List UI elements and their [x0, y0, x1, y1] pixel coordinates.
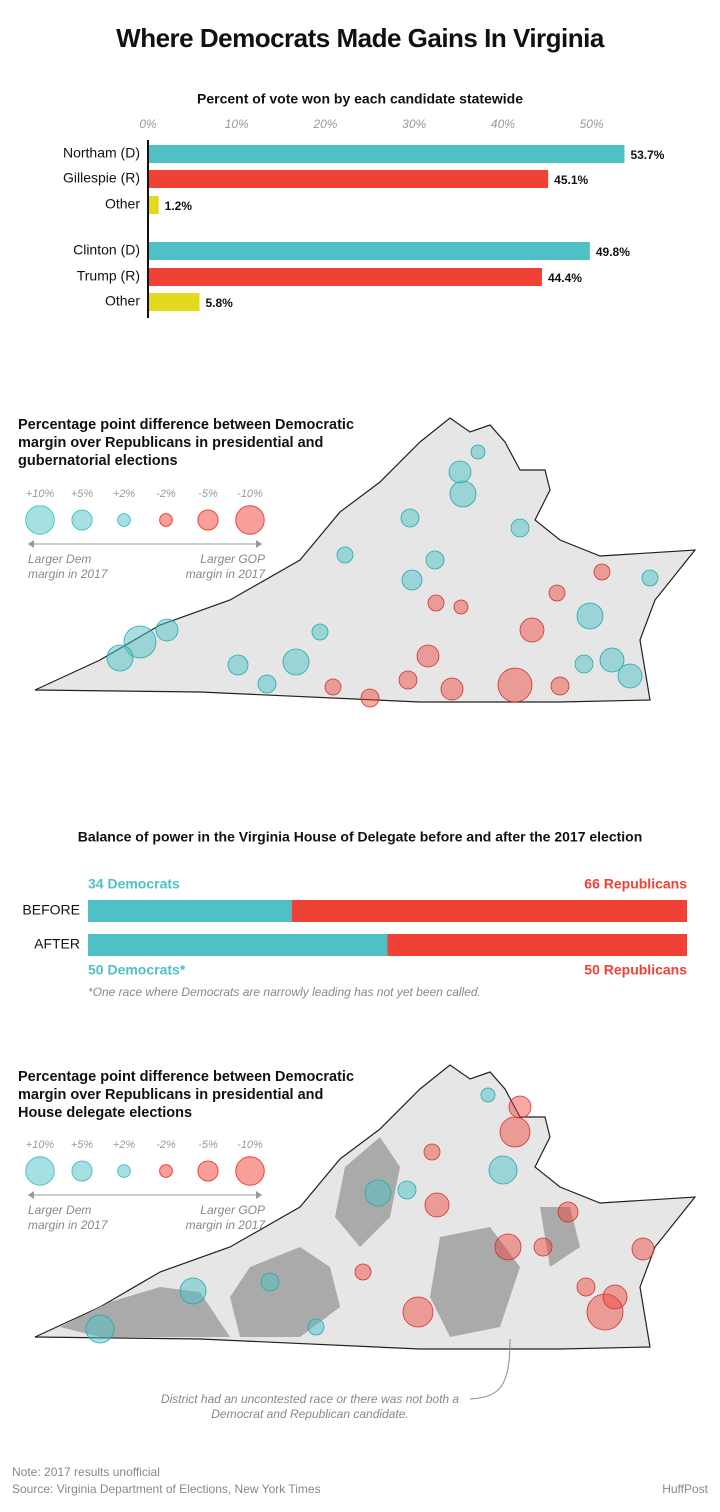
map-title: Percentage point difference between Demo…: [18, 417, 355, 469]
legend-bubble: [71, 509, 93, 531]
bar-segment: [387, 934, 687, 956]
x-tick-label: 20%: [312, 117, 337, 131]
category-label: Clinton (D): [73, 242, 140, 258]
legend-bubble: [197, 509, 219, 531]
bar: [148, 242, 590, 260]
x-tick-label: 30%: [402, 117, 426, 131]
legend-bubble: [197, 1160, 219, 1182]
legend-bubble: [235, 1156, 265, 1186]
legend-label: -2%: [156, 488, 176, 500]
map-bubbles: [85, 1087, 518, 1344]
bar: [148, 196, 159, 214]
legend-label: +2%: [113, 488, 136, 500]
legend-bubble: [71, 1160, 93, 1182]
legend-bubble: [117, 1164, 131, 1178]
legend-label: -10%: [237, 1139, 263, 1151]
legend-label: -5%: [198, 488, 218, 500]
x-tick-label: 10%: [225, 117, 249, 131]
map-bubbles: [106, 444, 659, 694]
chart-title: Balance of power in the Virginia House o…: [78, 829, 643, 845]
value-label: 5.8%: [205, 296, 233, 310]
legend-bubble: [117, 513, 131, 527]
legend-left: Larger Dem margin in 2017: [28, 1203, 108, 1232]
value-label: 50 Democrats*: [88, 962, 186, 978]
source: Source: Virginia Department of Elections…: [12, 1482, 321, 1496]
x-tick-label: 50%: [580, 117, 604, 131]
legend-label: +5%: [71, 1139, 94, 1151]
x-tick-label: 0%: [139, 117, 157, 131]
footnote: *One race where Democrats are narrowly l…: [88, 985, 481, 999]
legend-right: Larger GOP margin in 2017: [185, 552, 265, 581]
category-label: Northam (D): [63, 145, 140, 161]
map-bubbles: [324, 563, 611, 708]
note: Note: 2017 results unofficial: [12, 1465, 160, 1479]
legend-label: +10%: [26, 488, 55, 500]
value-label: 34 Democrats: [88, 876, 180, 892]
legend-left: Larger Dem margin in 2017: [28, 552, 108, 581]
value-label: 45.1%: [554, 173, 588, 187]
bar-segment: [88, 934, 388, 956]
legend-bubble: [25, 505, 55, 535]
legend-label: +2%: [113, 1139, 136, 1151]
legend-bubble: [235, 505, 265, 535]
legend-label: +5%: [71, 488, 94, 500]
x-tick-label: 40%: [491, 117, 515, 131]
category-label: AFTER: [34, 936, 80, 952]
legend-label: -10%: [237, 488, 263, 500]
category-label: Other: [105, 293, 140, 309]
legend-right: Larger GOP margin in 2017: [185, 1203, 265, 1232]
category-label: Trump (R): [77, 268, 140, 284]
value-label: 53.7%: [630, 148, 664, 162]
category-label: Gillespie (R): [63, 170, 140, 186]
bar-segment: [88, 900, 292, 922]
legend-label: -2%: [156, 1139, 176, 1151]
legend-label: -5%: [198, 1139, 218, 1151]
bar: [148, 170, 549, 188]
value-label: 49.8%: [596, 245, 630, 259]
annotation-leader: [469, 1338, 511, 1400]
bar: [148, 145, 625, 163]
annotation: District had an uncontested race or ther…: [160, 1392, 460, 1421]
value-label: 44.4%: [548, 271, 582, 285]
map-title: Percentage point difference between Demo…: [18, 1069, 355, 1121]
map-bubbles: [354, 1095, 655, 1331]
credit: HuffPost: [662, 1482, 708, 1496]
legend-bubble: [159, 1164, 173, 1178]
legend-bubble: [159, 513, 173, 527]
value-label: 1.2%: [165, 199, 193, 213]
chart-title: Percent of vote won by each candidate st…: [197, 91, 523, 107]
category-label: BEFORE: [22, 902, 80, 918]
map-2: [34, 1064, 696, 1400]
legend-label: +10%: [26, 1139, 55, 1151]
page-title: Where Democrats Made Gains In Virginia: [116, 23, 605, 53]
map-1: [34, 417, 696, 708]
bar: [148, 293, 200, 311]
value-label: 50 Republicans: [584, 962, 687, 978]
bar: [148, 268, 542, 286]
bar-segment: [291, 900, 687, 922]
category-label: Other: [105, 196, 140, 212]
value-label: 66 Republicans: [584, 876, 687, 892]
legend-bubble: [25, 1156, 55, 1186]
